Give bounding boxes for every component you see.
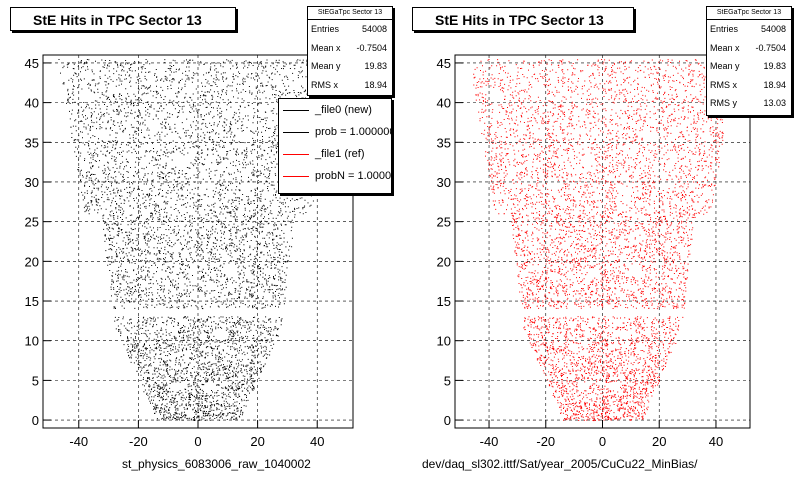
y-tick-label: 15 [437,294,451,309]
stats-value: 18.94 [763,79,786,90]
y-tick-label: 35 [437,135,451,150]
legend-label: _file1 (ref) [315,148,365,160]
stats-value: 19.83 [763,61,786,71]
legend-entry: _file0 (new) [279,99,391,121]
x-tick-label: -20 [536,434,555,449]
left-panel-title: StE Hits in TPC Sector 13 [10,7,236,31]
y-tick-label: 10 [437,334,451,349]
scatter-points [473,59,736,422]
legend-line-swatch [283,132,309,133]
stats-value: 18.94 [364,79,387,90]
x-tick-label: 0 [599,434,606,449]
stats-label: Mean y [710,61,740,71]
stats-value: -0.7504 [356,42,387,53]
legend-line-swatch [283,110,309,111]
x-tick-label: 0 [194,434,201,449]
y-tick-label: 45 [437,56,451,71]
y-tick-label: 45 [25,56,39,71]
y-tick-label: 0 [444,413,451,428]
left-stats-name: StEGaTpc Sector 13 [308,7,392,20]
y-tick-label: 10 [25,334,39,349]
y-tick-label: 0 [32,413,39,428]
left-stats-box: StEGaTpc Sector 13 Entries 54008 Mean x … [307,6,393,96]
left-stats-row-mean-y: Mean y 19.83 [308,57,392,76]
y-tick-label: 25 [437,215,451,230]
y-tick-label: 5 [32,373,39,388]
stats-label: RMS y [710,98,737,108]
x-tick-label: 20 [250,434,264,449]
right-stats-box: StEGaTpc Sector 13 Entries 54008 Mean x … [706,6,792,116]
right-stats-name: StEGaTpc Sector 13 [707,7,791,20]
left-stats-row-rms-x: RMS x 18.94 [308,76,392,95]
legend-box: _file0 (new) prob = 1.000000 _file1 (ref… [278,98,392,194]
y-tick-label: 40 [437,96,451,111]
legend-line-swatch [283,154,309,155]
left-stats-row-mean-x: Mean x -0.7504 [308,39,392,58]
x-tick-label: -40 [69,434,88,449]
right-stats-row-mean-y: Mean y 19.83 [707,57,791,76]
left-caption: st_physics_6083006_raw_1040002 [122,457,311,471]
stats-label: Mean y [311,61,341,71]
left-title-text: StE Hits in TPC Sector 13 [33,12,202,28]
stats-label: Mean x [311,42,341,53]
y-tick-label: 25 [25,215,39,230]
stats-label: Entries [311,24,340,34]
stats-value: -0.7504 [755,42,786,53]
legend-entry: _file1 (ref) [279,143,391,165]
stats-value: 13.03 [763,98,786,108]
y-tick-label: 30 [25,175,39,190]
x-tick-label: 40 [310,434,324,449]
left-stats-row-entries: Entries 54008 [308,20,392,39]
legend-label: _file0 (new) [315,104,372,116]
legend-line-swatch [283,176,309,177]
y-tick-label: 30 [437,175,451,190]
stats-label: RMS x [710,79,737,90]
y-tick-label: 35 [25,135,39,150]
stats-value: 19.83 [364,61,387,71]
right-stats-row-entries: Entries 54008 [707,20,791,39]
x-tick-label: -20 [129,434,148,449]
legend-label: probN = 1.000000 [315,170,392,182]
stats-label: RMS x [311,79,338,90]
y-tick-label: 20 [25,254,39,269]
right-panel-title: StE Hits in TPC Sector 13 [412,7,634,31]
y-tick-label: 40 [25,96,39,111]
y-tick-label: 20 [437,254,451,269]
y-tick-label: 5 [444,373,451,388]
stats-value: 54008 [760,24,786,34]
stats-label: Entries [710,24,739,34]
legend-entry: prob = 1.000000 [279,121,391,143]
x-tick-label: -40 [480,434,499,449]
legend-label: prob = 1.000000 [315,126,392,138]
right-caption: dev/daq_sl302.ittf/Sat/year_2005/CuCu22_… [422,457,698,471]
legend-entry: probN = 1.000000 [279,165,391,187]
right-stats-row-mean-x: Mean x -0.7504 [707,39,791,58]
stats-label: Mean x [710,42,740,53]
y-tick-label: 15 [25,294,39,309]
right-title-text: StE Hits in TPC Sector 13 [435,12,604,28]
right-stats-row-rms-x: RMS x 18.94 [707,76,791,95]
right-stats-row-rms-y: RMS y 13.03 [707,94,791,113]
x-tick-label: 20 [652,434,666,449]
stats-value: 54008 [361,24,387,34]
x-tick-label: 40 [709,434,723,449]
